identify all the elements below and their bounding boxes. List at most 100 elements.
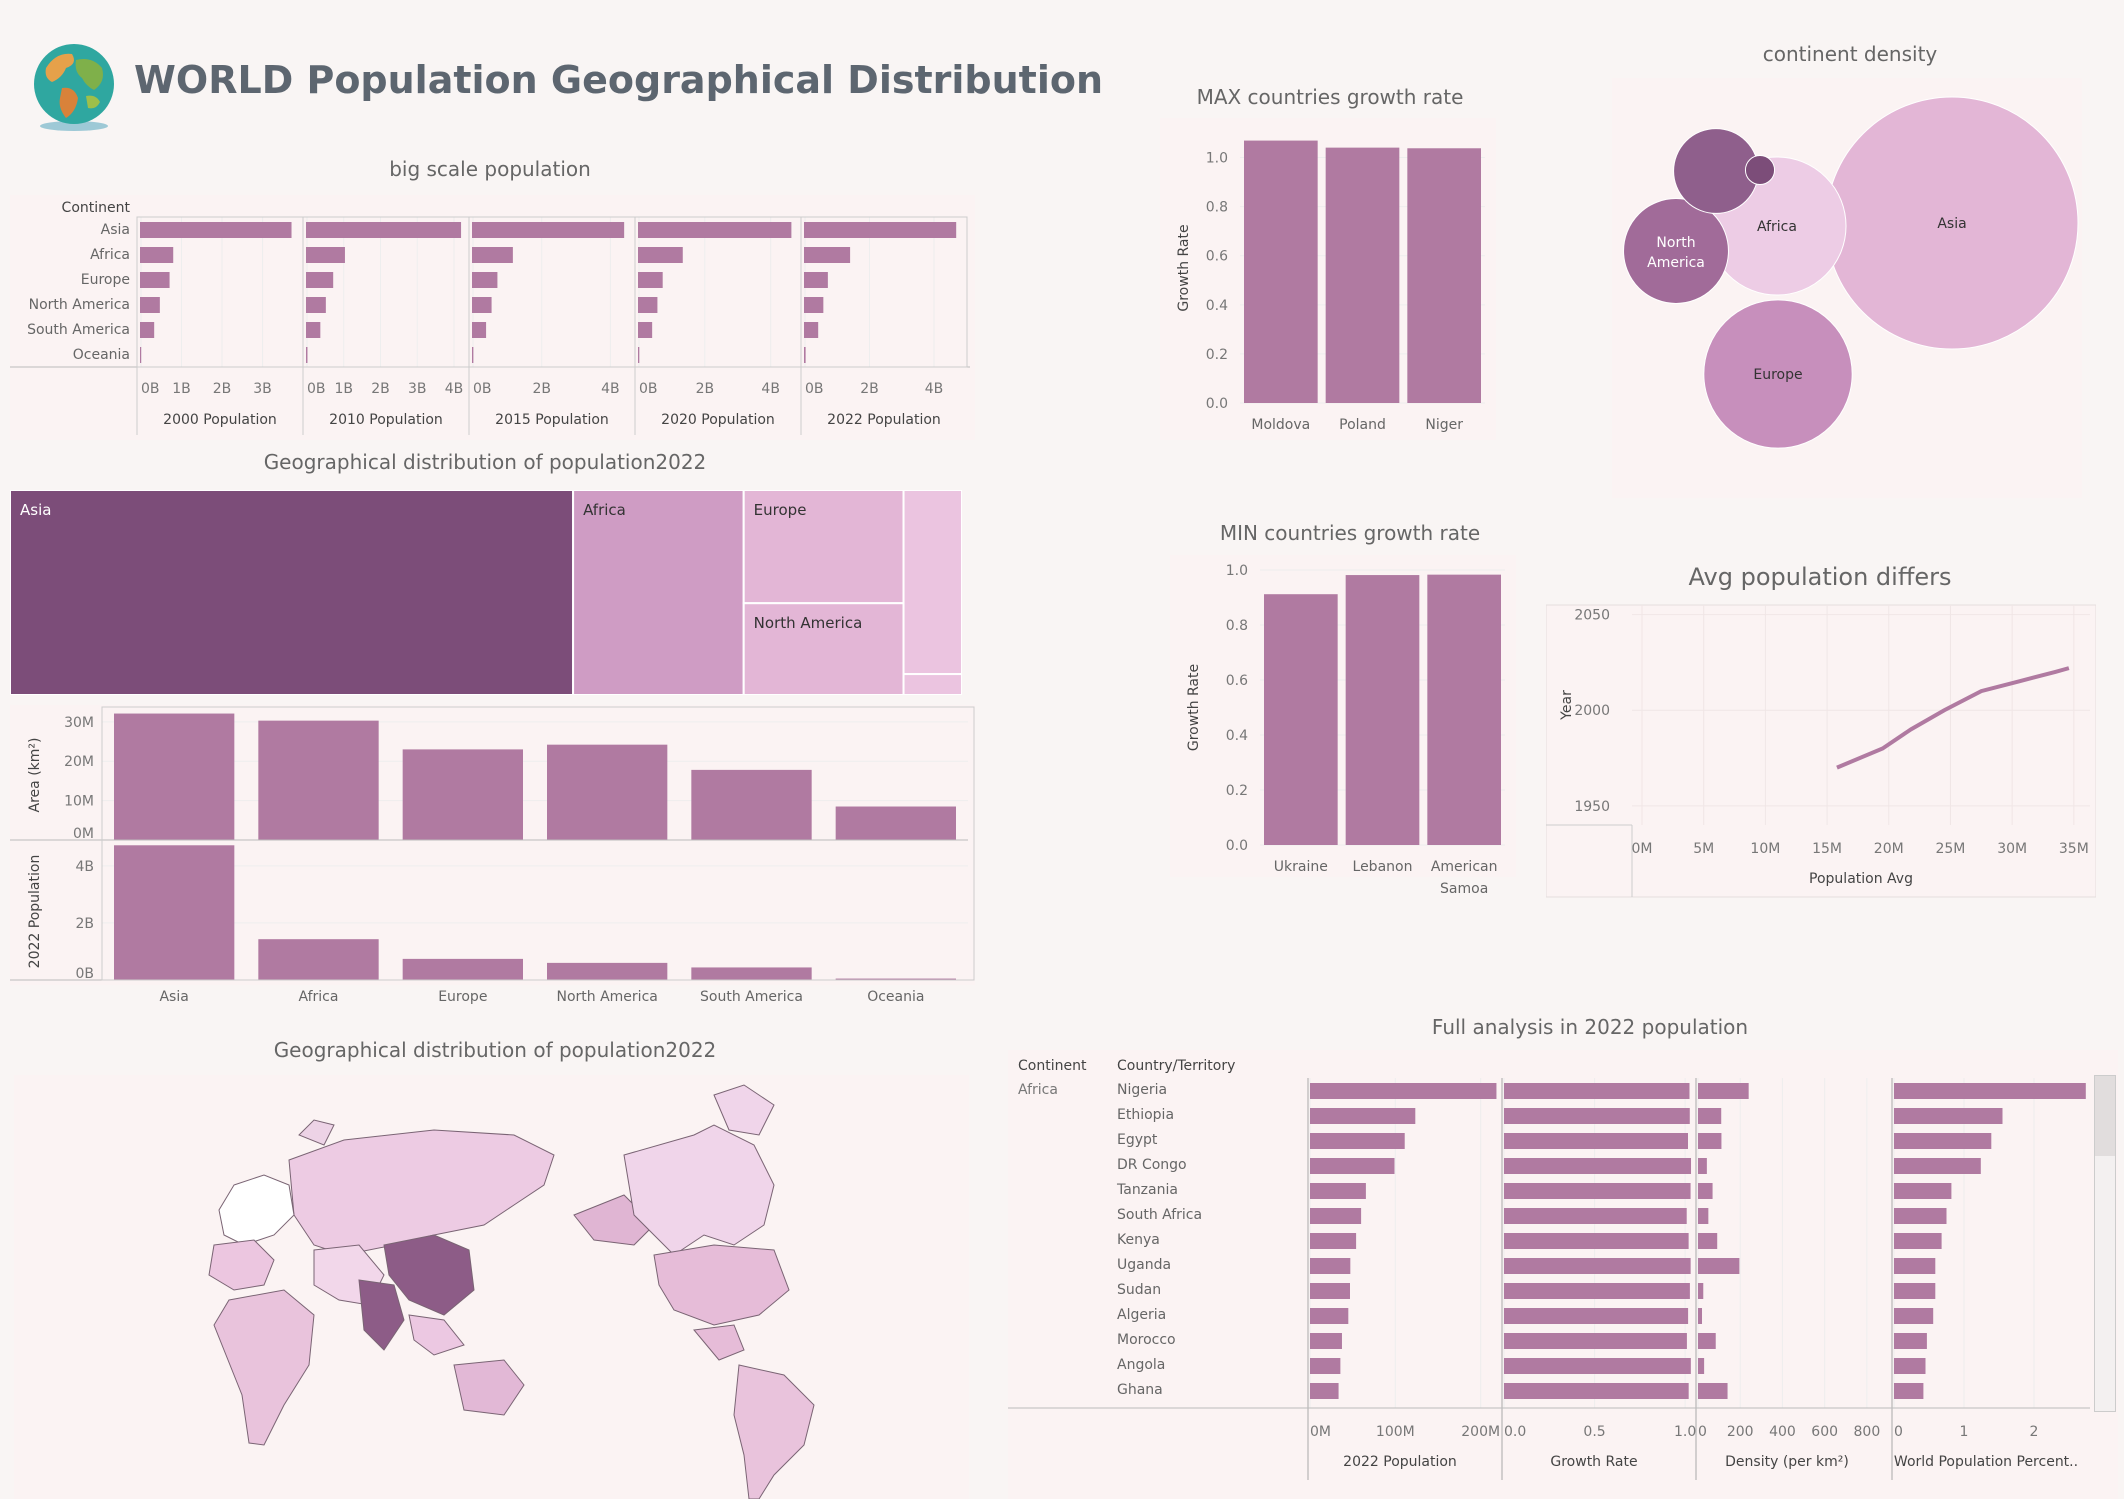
bar[interactable] (691, 769, 812, 840)
bar[interactable] (114, 713, 235, 840)
bar[interactable] (140, 247, 174, 263)
bar[interactable] (804, 247, 851, 263)
bar[interactable] (1894, 1208, 1947, 1224)
bar[interactable] (1504, 1108, 1690, 1124)
bar[interactable] (1504, 1158, 1692, 1174)
bar[interactable] (1698, 1208, 1709, 1224)
bar[interactable] (638, 347, 640, 363)
bar[interactable] (1698, 1333, 1716, 1349)
bar[interactable] (472, 322, 487, 338)
bar[interactable] (306, 322, 321, 338)
bar[interactable] (691, 967, 812, 980)
bar[interactable] (1698, 1383, 1728, 1399)
bar[interactable] (1698, 1158, 1707, 1174)
bar[interactable] (1894, 1083, 2086, 1099)
bar[interactable] (114, 845, 235, 980)
bar[interactable] (306, 272, 334, 288)
bar[interactable] (1310, 1208, 1362, 1224)
bar[interactable] (1698, 1233, 1718, 1249)
bar[interactable] (1698, 1183, 1713, 1199)
bubble[interactable] (1623, 198, 1729, 304)
bar[interactable] (258, 720, 379, 840)
bar[interactable] (306, 222, 462, 238)
bar[interactable] (1504, 1383, 1689, 1399)
bar[interactable] (1310, 1358, 1341, 1374)
bar[interactable] (472, 347, 474, 363)
bar[interactable] (1427, 574, 1501, 845)
table-scrollbar[interactable] (2094, 1075, 2116, 1412)
bar[interactable] (804, 322, 819, 338)
bar[interactable] (1407, 148, 1481, 403)
bar[interactable] (1698, 1358, 1705, 1374)
treemap-cell[interactable] (572, 490, 745, 695)
bar[interactable] (1310, 1283, 1350, 1299)
bar[interactable] (1894, 1358, 1926, 1374)
bar[interactable] (402, 958, 523, 980)
bar[interactable] (306, 297, 326, 313)
bar[interactable] (1894, 1108, 2003, 1124)
bar[interactable] (1894, 1383, 1924, 1399)
bar[interactable] (306, 347, 308, 363)
bar[interactable] (1345, 575, 1420, 845)
bar[interactable] (1310, 1158, 1395, 1174)
bar[interactable] (1310, 1258, 1351, 1274)
table-scrollbar-thumb[interactable] (2095, 1076, 2115, 1156)
bar[interactable] (140, 222, 292, 238)
bar[interactable] (1504, 1258, 1691, 1274)
bar[interactable] (1504, 1133, 1688, 1149)
bar[interactable] (1504, 1183, 1691, 1199)
bar[interactable] (1310, 1183, 1366, 1199)
bar[interactable] (1504, 1208, 1687, 1224)
bar[interactable] (638, 222, 792, 238)
bar[interactable] (1310, 1233, 1357, 1249)
bar[interactable] (1894, 1283, 1936, 1299)
bar[interactable] (1894, 1308, 1934, 1324)
bar[interactable] (1504, 1083, 1690, 1099)
bar[interactable] (1310, 1108, 1416, 1124)
bar[interactable] (1325, 147, 1400, 403)
bar[interactable] (1894, 1233, 1942, 1249)
bar[interactable] (1698, 1258, 1740, 1274)
bar[interactable] (140, 272, 170, 288)
bar[interactable] (1894, 1158, 1981, 1174)
bar[interactable] (1504, 1358, 1691, 1374)
bar[interactable] (140, 297, 160, 313)
treemap-cell[interactable] (742, 602, 905, 695)
bar[interactable] (306, 247, 345, 263)
bar[interactable] (472, 272, 498, 288)
treemap-cell[interactable] (10, 490, 575, 695)
bar[interactable] (547, 962, 668, 980)
bar[interactable] (1310, 1308, 1349, 1324)
bar[interactable] (1504, 1308, 1689, 1324)
bar[interactable] (1894, 1133, 1992, 1149)
treemap-cell[interactable] (902, 490, 962, 676)
bubble[interactable] (1703, 299, 1853, 449)
bar[interactable] (472, 297, 492, 313)
bar[interactable] (1894, 1258, 1936, 1274)
bar[interactable] (804, 347, 806, 363)
bar[interactable] (804, 297, 824, 313)
bar[interactable] (472, 247, 513, 263)
bar[interactable] (804, 222, 957, 238)
bar[interactable] (638, 247, 683, 263)
bar[interactable] (638, 272, 663, 288)
bar[interactable] (547, 744, 668, 840)
bar[interactable] (1310, 1083, 1497, 1099)
bar[interactable] (1504, 1233, 1689, 1249)
bar[interactable] (1504, 1283, 1690, 1299)
bar[interactable] (835, 978, 956, 980)
bar[interactable] (804, 272, 828, 288)
bar[interactable] (472, 222, 625, 238)
bubble[interactable] (1744, 154, 1776, 186)
bar[interactable] (402, 749, 523, 840)
bar[interactable] (258, 939, 379, 980)
bar[interactable] (1698, 1083, 1749, 1099)
bar[interactable] (1264, 594, 1338, 845)
bar[interactable] (638, 297, 658, 313)
bar[interactable] (1698, 1283, 1704, 1299)
bar[interactable] (140, 347, 142, 363)
bar[interactable] (1698, 1133, 1722, 1149)
bar[interactable] (1894, 1183, 1952, 1199)
bar[interactable] (140, 322, 155, 338)
bar[interactable] (1244, 140, 1318, 404)
